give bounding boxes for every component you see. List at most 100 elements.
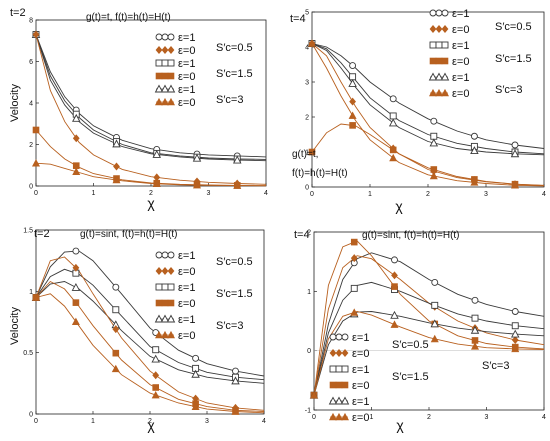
legend-marker-diamond bbox=[441, 25, 449, 33]
data-point-square-filled bbox=[471, 176, 478, 183]
legend-marker-triangle-filled bbox=[334, 412, 344, 421]
data-point-triangle-open bbox=[470, 325, 480, 334]
data-point-triangle-filled bbox=[429, 171, 438, 180]
legend-marker-diamond bbox=[167, 267, 175, 275]
legend-marker-diamond bbox=[161, 267, 169, 275]
x-tick-label: 3 bbox=[207, 190, 211, 197]
legend-label: ε=1 bbox=[352, 396, 369, 408]
y-axis-label: Velocity bbox=[9, 307, 21, 345]
data-point-square-open bbox=[431, 301, 439, 309]
legend-marker-triangle-filled bbox=[154, 97, 164, 106]
legend-marker-square-filled bbox=[155, 299, 163, 307]
x-tick-label: 1 bbox=[368, 191, 372, 198]
legend-label: ε=1 bbox=[178, 250, 195, 262]
chart-panel-bottom-left: 0 1 2 3 4 0 0.5 1 1.5 Velocity χ t=2 g(t)=sint, f(t)… bbox=[9, 228, 266, 434]
legend-marker-square-open bbox=[435, 41, 443, 49]
legend-marker-triangle-filled bbox=[340, 412, 350, 421]
data-point-triangle-open bbox=[429, 138, 439, 147]
series-line-circle bbox=[311, 43, 545, 149]
formula-line: f(t)=h(t)=H(t) bbox=[292, 168, 348, 179]
legend-marker-circle bbox=[341, 333, 349, 341]
data-point-triangle-open bbox=[348, 78, 357, 87]
data-point-triangle-open bbox=[390, 310, 399, 319]
legend-marker-square-filled bbox=[167, 72, 175, 80]
x-tick-label: 1 bbox=[370, 414, 374, 421]
legend-marker-triangle-open bbox=[166, 314, 176, 323]
y-tick-label: 2 bbox=[307, 230, 311, 237]
data-point-triangle-open bbox=[191, 369, 200, 378]
data-point-square-filled bbox=[389, 146, 397, 154]
series-line-triangle-filled bbox=[311, 43, 545, 187]
legend-label: ε=0 bbox=[178, 71, 195, 83]
legend-marker-square-open bbox=[161, 283, 169, 291]
legend-marker-square-open bbox=[429, 41, 437, 49]
sc-label: S′c=1.5 bbox=[216, 68, 253, 80]
legend-label: ε=1 bbox=[178, 32, 195, 44]
legend-marker-triangle-filled bbox=[166, 330, 176, 339]
legend-label: ε=1 bbox=[452, 40, 469, 52]
data-point-diamond bbox=[152, 371, 160, 380]
y-tick-label: -1 bbox=[305, 408, 311, 415]
legend-marker-diamond bbox=[435, 25, 443, 33]
data-point-square-open bbox=[112, 306, 120, 314]
series-line-square-filled bbox=[35, 280, 265, 412]
legend-marker-triangle-open bbox=[160, 84, 170, 93]
data-point-circle bbox=[431, 278, 439, 286]
x-tick-label: 2 bbox=[427, 414, 431, 421]
data-point-triangle-filled bbox=[112, 175, 121, 184]
formula-label: g(t)=t, f(t)=h(t)=H(t) bbox=[86, 12, 171, 23]
formula-label: g(t)=sint, f(t)=h(t)=H(t) bbox=[362, 230, 460, 241]
legend-marker-triangle-open bbox=[434, 72, 444, 81]
series-line-triangle-open bbox=[311, 43, 545, 156]
legend-marker-triangle-open bbox=[328, 396, 338, 405]
series-line-circle bbox=[35, 250, 265, 377]
series-line-square-open bbox=[35, 34, 267, 160]
sc-label: S′c=1.5 bbox=[216, 288, 253, 300]
data-point-square-filled bbox=[72, 299, 80, 306]
legend-marker-diamond bbox=[341, 349, 349, 357]
data-point-circle bbox=[511, 141, 519, 149]
x-tick-label: 4 bbox=[262, 418, 266, 425]
series-line-square-filled bbox=[311, 123, 545, 187]
legend-marker-circle bbox=[167, 33, 175, 41]
data-point-diamond bbox=[350, 254, 358, 263]
series-line-circle bbox=[313, 252, 545, 396]
x-tick-label: 2 bbox=[149, 190, 153, 197]
legend-marker-triangle-filled bbox=[166, 97, 176, 106]
legend-label: ε=0 bbox=[178, 330, 195, 342]
legend-label: ε=1 bbox=[178, 282, 195, 294]
x-tick-label: 4 bbox=[542, 191, 546, 198]
data-point-triangle-open bbox=[152, 150, 162, 158]
legend-marker-square-filled bbox=[155, 72, 163, 80]
legend-marker-square-open bbox=[155, 283, 163, 291]
legend-marker-square-filled bbox=[341, 381, 349, 389]
data-point-square-filled bbox=[391, 283, 398, 290]
data-point-circle bbox=[471, 296, 479, 304]
x-tick-label: 3 bbox=[484, 191, 488, 198]
data-point-triangle-open bbox=[232, 155, 242, 164]
legend-marker-circle bbox=[441, 9, 449, 17]
legend-label: ε=1 bbox=[352, 332, 369, 344]
legend-label: ε=0 bbox=[178, 97, 195, 109]
data-point-square-open bbox=[471, 314, 479, 322]
x-tick-label: 0 bbox=[312, 414, 316, 421]
data-point-circle bbox=[192, 354, 200, 362]
data-point-triangle-filled bbox=[192, 180, 202, 189]
legend-label: ε=0 bbox=[452, 88, 469, 100]
legend-label: ε=1 bbox=[452, 72, 469, 84]
data-point-triangle-filled bbox=[72, 167, 81, 175]
x-axis-label: χ bbox=[396, 417, 404, 433]
legend-marker-diamond bbox=[167, 46, 175, 54]
legend-label: ε=1 bbox=[352, 364, 369, 376]
legend-marker-square-open bbox=[155, 59, 163, 67]
x-tick-label: 1 bbox=[91, 418, 95, 425]
chart-panel-top-left: 0 1 2 3 4 0 2 4 6 8 Velocity χ t=2 g(t)=t, f(t)=h(t)=… bbox=[9, 7, 268, 211]
data-point-triangle-filled bbox=[389, 153, 398, 162]
data-point-circle bbox=[232, 367, 239, 375]
legend-marker-triangle-filled bbox=[328, 412, 338, 421]
y-tick-label: 5 bbox=[305, 10, 309, 17]
data-point-triangle-filled bbox=[111, 364, 120, 373]
series-line-square-open bbox=[311, 43, 545, 155]
x-tick-label: 4 bbox=[264, 190, 268, 197]
data-point-circle bbox=[72, 247, 80, 255]
